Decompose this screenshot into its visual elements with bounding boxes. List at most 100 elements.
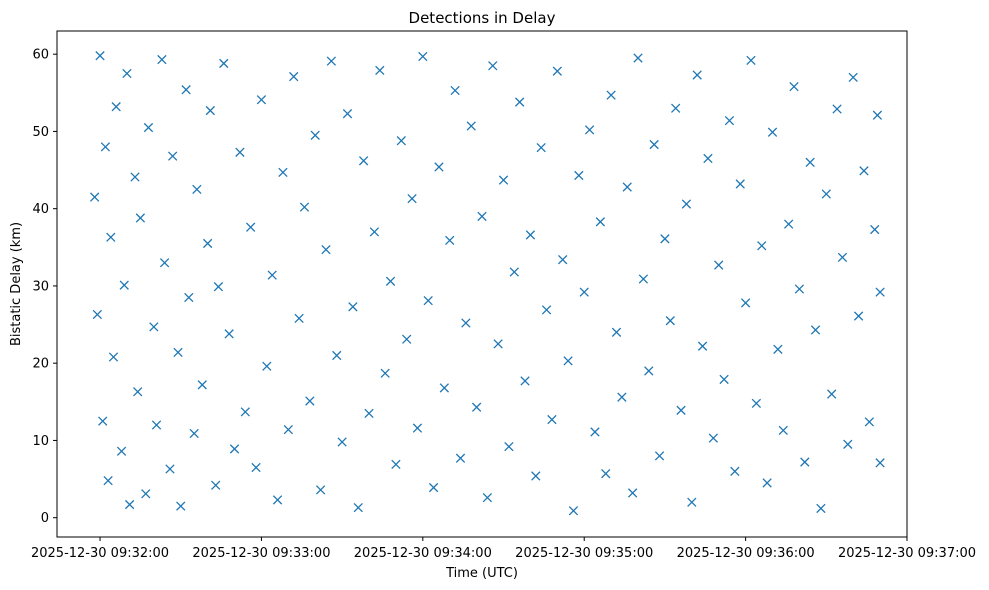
data-point [176, 501, 186, 511]
x-tick-label: 2025-12-30 09:33:00 [192, 546, 330, 561]
data-point [369, 227, 380, 237]
data-point [703, 153, 713, 164]
data-point [504, 441, 514, 452]
x-tick-label: 2025-12-30 09:32:00 [31, 546, 169, 561]
data-point [644, 366, 654, 376]
data-point [525, 230, 536, 240]
data-point [321, 244, 331, 255]
data-point [283, 424, 293, 435]
data-point [724, 115, 735, 126]
data-point [256, 95, 267, 105]
data-point [130, 172, 140, 182]
data-point [202, 238, 213, 249]
data-point [783, 219, 794, 229]
data-point [439, 383, 450, 393]
data-point [498, 175, 509, 185]
data-point [827, 389, 837, 399]
data-point [853, 311, 864, 321]
data-point [391, 459, 401, 470]
data-point [864, 417, 875, 427]
data-point [520, 376, 530, 386]
data-point [870, 224, 880, 235]
data-point [821, 189, 831, 199]
data-point [800, 457, 810, 467]
data-point [348, 302, 358, 312]
data-point [681, 199, 692, 209]
data-point [103, 475, 113, 486]
data-point [278, 167, 288, 178]
data-point [92, 309, 103, 320]
data-point [547, 414, 557, 425]
data-point [735, 179, 745, 189]
data-point [697, 341, 708, 351]
data-point [488, 61, 498, 71]
data-point [531, 471, 541, 481]
data-point [514, 97, 525, 107]
data-point [122, 68, 132, 79]
y-axis: 0 10 20 30 40 50 60 [32, 48, 57, 526]
data-point [396, 136, 406, 146]
data-point [262, 361, 272, 371]
data-point [568, 506, 579, 516]
data-point [342, 109, 353, 119]
data-point [353, 502, 363, 513]
data-point [219, 58, 229, 69]
data-point [757, 241, 767, 251]
data-point [574, 170, 584, 181]
data-point [111, 102, 121, 112]
data-point [332, 350, 342, 361]
data-point [816, 503, 826, 514]
data-point [445, 235, 455, 246]
y-tick-label: 20 [32, 357, 49, 372]
data-point [235, 147, 245, 157]
data-point [106, 232, 116, 242]
data-point [151, 420, 162, 430]
data-points [89, 51, 885, 516]
data-point [466, 121, 476, 131]
y-tick-label: 30 [32, 279, 49, 294]
data-point [197, 380, 207, 390]
data-point [837, 252, 848, 263]
data-point [229, 444, 240, 454]
data-point [89, 192, 100, 202]
data-point [509, 267, 519, 277]
data-point [315, 485, 326, 495]
data-point [116, 446, 127, 456]
data-point [423, 295, 433, 306]
chart-title: Detections in Delay [409, 9, 556, 27]
y-tick-label: 0 [41, 511, 49, 526]
data-point [108, 352, 119, 362]
data-point [471, 402, 482, 412]
axes-frame [56, 30, 908, 538]
data-point [536, 142, 546, 153]
data-point [192, 184, 202, 195]
data-point [482, 492, 493, 503]
data-point [272, 495, 283, 505]
data-point [730, 466, 740, 476]
y-tick-label: 60 [32, 48, 49, 63]
y-tick-label: 40 [32, 202, 49, 217]
data-point [832, 104, 842, 114]
x-tick-label: 2025-12-30 09:37:00 [838, 546, 976, 561]
data-point [135, 213, 146, 223]
data-point [213, 282, 224, 292]
data-point [294, 313, 304, 324]
x-axis: 2025-12-30 09:32:00 2025-12-30 09:33:00 20… [31, 537, 976, 561]
data-point [649, 139, 659, 150]
data-point [622, 182, 632, 192]
data-point [181, 85, 191, 95]
data-point [434, 162, 444, 172]
data-point [552, 66, 562, 76]
data-point [875, 287, 885, 297]
data-point [310, 130, 320, 140]
data-point [165, 464, 175, 474]
data-point [714, 260, 724, 270]
data-point [143, 122, 154, 133]
data-point [794, 284, 805, 294]
data-point [418, 51, 428, 62]
data-point [211, 480, 221, 490]
data-point [617, 392, 627, 402]
data-point [246, 222, 256, 232]
data-point [654, 451, 665, 461]
